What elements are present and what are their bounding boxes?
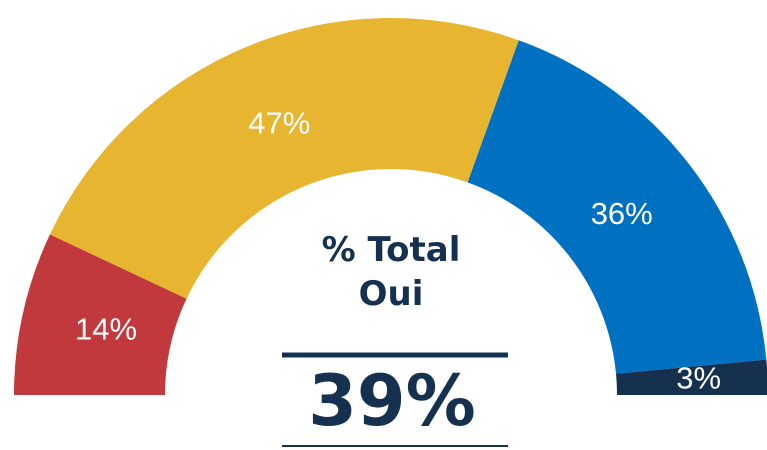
segment [467, 40, 767, 374]
segment [14, 234, 187, 395]
data-label: 47% [248, 105, 310, 140]
center-title: % Total Oui [321, 230, 461, 314]
center-value: 39% [308, 360, 476, 442]
segment [615, 359, 767, 395]
data-label: 14% [75, 311, 137, 346]
data-label: 3% [676, 361, 721, 396]
data-label: 36% [591, 196, 653, 231]
segment [49, 18, 519, 299]
